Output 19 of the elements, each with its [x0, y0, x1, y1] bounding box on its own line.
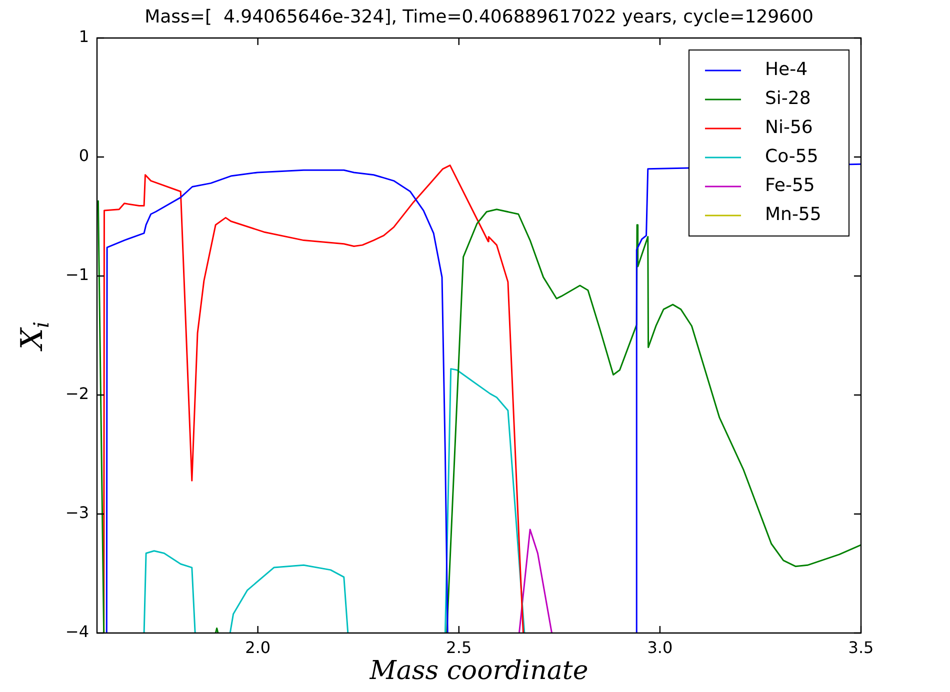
legend-label: Fe-55 — [765, 175, 815, 196]
x-axis-title: Mass coordinate — [368, 656, 588, 686]
y-axis-title: Xi — [14, 321, 54, 352]
legend-label: Co-55 — [765, 146, 818, 168]
legend-label: He-4 — [765, 59, 808, 80]
x-tick-label: 2.5 — [446, 638, 472, 657]
y-tick-label: −2 — [65, 384, 89, 404]
legend-label: Mn-55 — [765, 204, 822, 226]
y-tick-label: 0 — [78, 146, 89, 166]
y-tick-label: −4 — [65, 622, 89, 642]
x-tick-label: 3.5 — [848, 638, 874, 657]
legend-label: Si-28 — [765, 88, 811, 110]
y-tick-label: −1 — [65, 265, 89, 284]
legend-label: Ni-56 — [765, 117, 813, 138]
x-tick-label: 2.0 — [245, 638, 271, 657]
y-tick-label: 1 — [78, 27, 89, 46]
y-tick-label: −3 — [65, 503, 89, 522]
x-tick-label: 3.0 — [647, 638, 673, 657]
chart-title: Mass=[ 4.94065646e-324], Time=0.406889617022 years, cycle=129600 — [144, 6, 814, 28]
